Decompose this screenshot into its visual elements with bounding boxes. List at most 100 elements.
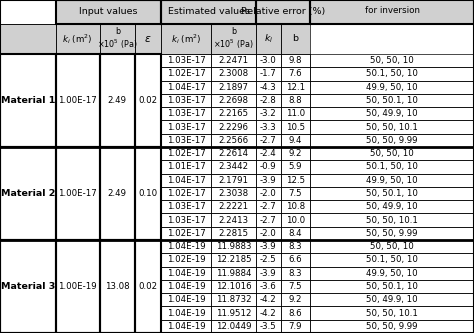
- Text: 50, 50.1, 10: 50, 50.1, 10: [366, 96, 418, 105]
- Text: -3.6: -3.6: [260, 282, 277, 291]
- Bar: [281, 94, 310, 107]
- Bar: [211, 160, 256, 173]
- Text: 0.10: 0.10: [138, 189, 158, 198]
- Text: 50, 50, 9.99: 50, 50, 9.99: [366, 322, 418, 331]
- Bar: [310, 121, 474, 134]
- Text: 11.9884: 11.9884: [216, 269, 251, 278]
- Text: 9.4: 9.4: [289, 136, 302, 145]
- Bar: [211, 121, 256, 134]
- Text: 50, 50, 10: 50, 50, 10: [370, 149, 414, 158]
- Bar: [310, 266, 474, 280]
- Bar: [161, 121, 211, 134]
- Bar: [161, 253, 211, 266]
- Bar: [211, 54, 256, 67]
- Text: 13.08: 13.08: [105, 282, 129, 291]
- Bar: [256, 24, 281, 54]
- Text: $\varepsilon$: $\varepsilon$: [145, 34, 152, 44]
- Text: 50, 50, 10: 50, 50, 10: [370, 242, 414, 251]
- Text: 1.02E-19: 1.02E-19: [167, 255, 205, 264]
- Text: 2.49: 2.49: [108, 189, 127, 198]
- Bar: [281, 107, 310, 121]
- Text: -2.4: -2.4: [260, 149, 277, 158]
- Bar: [281, 293, 310, 306]
- Bar: [310, 173, 474, 187]
- Bar: [161, 173, 211, 187]
- Text: 50, 50, 9.99: 50, 50, 9.99: [366, 229, 418, 238]
- Bar: [100, 24, 135, 54]
- Text: 7.5: 7.5: [289, 189, 302, 198]
- Bar: [310, 253, 474, 266]
- Text: $k_i$ (m$^2$): $k_i$ (m$^2$): [171, 32, 201, 46]
- Bar: [211, 200, 256, 213]
- Text: 1.02E-17: 1.02E-17: [167, 229, 205, 238]
- Bar: [161, 227, 211, 240]
- Text: 50, 50, 10: 50, 50, 10: [370, 56, 414, 65]
- Bar: [256, 240, 281, 253]
- Text: 1.00E-19: 1.00E-19: [58, 282, 97, 291]
- Text: D, e (mm),
$V_0$ (cm$^3$) used
for inversion: D, e (mm), $V_0$ (cm$^3$) used for inver…: [361, 0, 423, 15]
- Text: 50, 49.9, 10: 50, 49.9, 10: [366, 295, 418, 304]
- Bar: [281, 200, 310, 213]
- Text: 6.6: 6.6: [289, 255, 302, 264]
- Text: 11.9883: 11.9883: [216, 242, 251, 251]
- Text: 1.03E-17: 1.03E-17: [167, 215, 205, 224]
- Text: -3.9: -3.9: [260, 176, 277, 185]
- Bar: [211, 147, 256, 160]
- Bar: [0, 54, 161, 147]
- Bar: [310, 240, 474, 253]
- Text: 7.5: 7.5: [289, 282, 302, 291]
- Bar: [56, 240, 100, 333]
- Bar: [211, 134, 256, 147]
- Text: Material 3: Material 3: [1, 282, 55, 291]
- Bar: [256, 293, 281, 306]
- Bar: [256, 147, 281, 160]
- Text: 2.3038: 2.3038: [219, 189, 248, 198]
- Text: 1.03E-17: 1.03E-17: [167, 123, 205, 132]
- Text: 9.2: 9.2: [289, 149, 302, 158]
- Bar: [161, 107, 211, 121]
- Text: 2.2471: 2.2471: [219, 56, 248, 65]
- Bar: [211, 280, 256, 293]
- Text: b
$\times$10$^5$ (Pa): b $\times$10$^5$ (Pa): [97, 27, 137, 51]
- Bar: [281, 121, 310, 134]
- Bar: [211, 187, 256, 200]
- Bar: [310, 306, 474, 320]
- Text: 2.2566: 2.2566: [219, 136, 248, 145]
- Bar: [0, 24, 310, 54]
- Bar: [281, 173, 310, 187]
- Bar: [281, 160, 310, 173]
- Bar: [256, 187, 281, 200]
- Text: 5.9: 5.9: [289, 163, 302, 171]
- Text: 2.49: 2.49: [108, 96, 127, 105]
- Bar: [161, 81, 211, 94]
- Text: b
$\times$10$^5$ (Pa): b $\times$10$^5$ (Pa): [213, 27, 254, 51]
- Bar: [211, 266, 256, 280]
- Text: 50, 50.1, 10: 50, 50.1, 10: [366, 282, 418, 291]
- Text: 1.04E-17: 1.04E-17: [167, 83, 205, 92]
- Text: -2.7: -2.7: [260, 136, 277, 145]
- Bar: [310, 213, 474, 227]
- Text: -3.0: -3.0: [260, 56, 277, 65]
- Bar: [161, 54, 211, 67]
- Bar: [256, 213, 281, 227]
- Bar: [161, 134, 211, 147]
- Text: 0.02: 0.02: [138, 96, 158, 105]
- Bar: [211, 24, 256, 54]
- Bar: [56, 54, 100, 147]
- Bar: [56, 0, 161, 24]
- Text: 49.9, 50, 10: 49.9, 50, 10: [366, 176, 418, 185]
- Bar: [310, 134, 474, 147]
- Bar: [211, 320, 256, 333]
- Text: -4.2: -4.2: [260, 295, 277, 304]
- Text: 1.04E-19: 1.04E-19: [167, 242, 205, 251]
- Text: 1.04E-19: 1.04E-19: [167, 269, 205, 278]
- Bar: [281, 67, 310, 81]
- Bar: [161, 67, 211, 81]
- Text: 10.0: 10.0: [286, 215, 305, 224]
- Text: 50.1, 50, 10: 50.1, 50, 10: [366, 69, 418, 78]
- Text: 8.3: 8.3: [289, 242, 302, 251]
- Bar: [100, 240, 135, 333]
- Bar: [56, 24, 100, 54]
- Bar: [0, 240, 56, 333]
- Text: 2.2165: 2.2165: [219, 109, 248, 118]
